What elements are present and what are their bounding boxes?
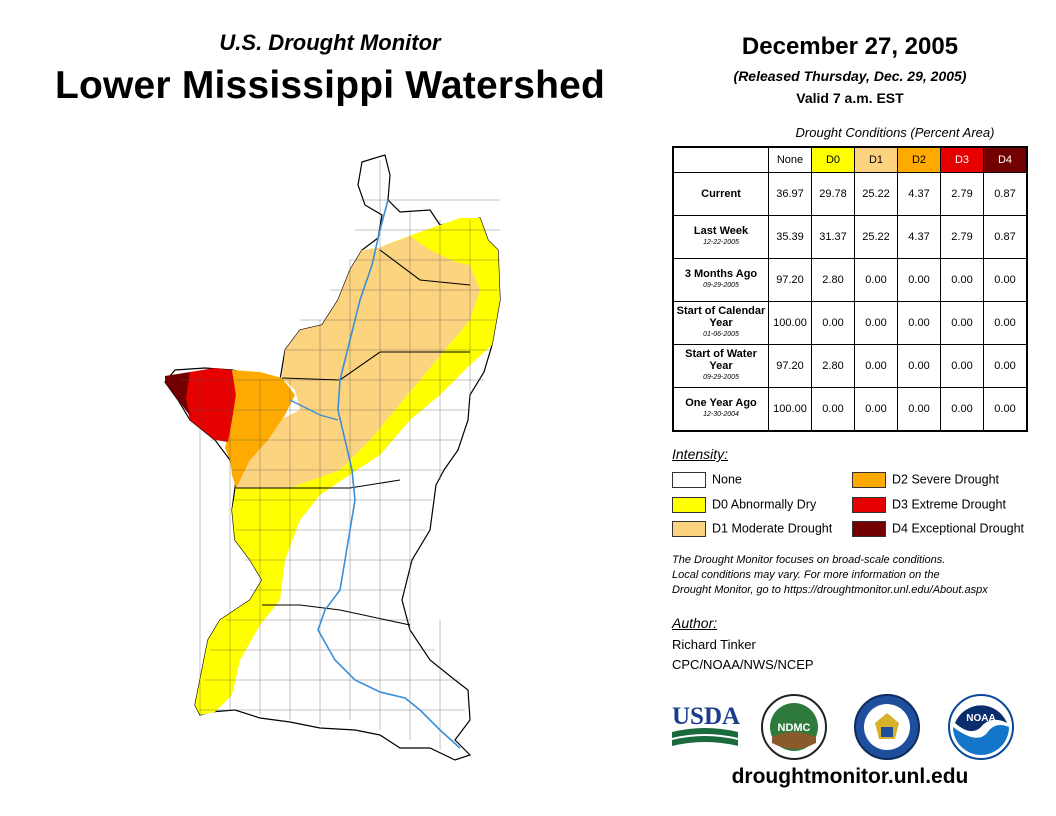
- legend-item-d2: D2 Severe Drought: [852, 471, 999, 488]
- table-cell: 2.79: [940, 172, 984, 216]
- table-cell: 2.79: [940, 215, 984, 259]
- table-cell: 36.97: [768, 172, 812, 216]
- table-row: Last Week 12-22-2005 35.39 31.37 25.22 4.…: [672, 215, 1028, 259]
- table-cell: 97.20: [768, 344, 812, 388]
- table-cell: 31.37: [811, 215, 855, 259]
- row-date: 12-30-2004: [703, 411, 739, 418]
- table-cell: 25.22: [854, 172, 898, 216]
- row-date: 12-22-2005: [703, 239, 739, 246]
- d3-area: [185, 368, 236, 442]
- row-date: 09-29-2005: [703, 374, 739, 381]
- col-header-d1: D1: [854, 146, 898, 173]
- table-cell: 0.00: [854, 387, 898, 432]
- table-cell: 35.39: [768, 215, 812, 259]
- row-date: 09-29-2005: [703, 282, 739, 289]
- mississippi-river: [317, 199, 461, 749]
- commerce-seal-logo: [854, 694, 920, 760]
- table-cell: 2.80: [811, 344, 855, 388]
- row-label: 3 Months Ago 09-29-2005: [672, 258, 769, 302]
- website-url[interactable]: droughtmonitor.unl.edu: [731, 765, 969, 788]
- table-cell: 4.37: [897, 172, 941, 216]
- table-cell: 0.00: [897, 301, 941, 345]
- legend-swatch: [852, 496, 886, 513]
- table-cell: 25.22: [854, 215, 898, 259]
- table-cell: 0.00: [811, 301, 855, 345]
- drought-conditions-table: None D0 D1 D2 D3 D4 Current 36.97 29.78 …: [672, 146, 1028, 432]
- table-cell: 0.00: [983, 344, 1028, 388]
- svg-text:NOAA: NOAA: [966, 713, 995, 724]
- row-date: 01-06-2005: [703, 331, 739, 338]
- table-cell: 0.00: [940, 258, 984, 302]
- col-header-d4: D4: [983, 146, 1028, 173]
- table-row: Start of Calendar Year 01-06-2005 100.00 …: [672, 301, 1028, 345]
- col-header-d2: D2: [897, 146, 941, 173]
- table-cell: 0.00: [854, 344, 898, 388]
- table-caption: Drought Conditions (Percent Area): [795, 125, 995, 140]
- row-label: One Year Ago 12-30-2004: [672, 387, 769, 432]
- author-org: CPC/NOAA/NWS/NCEP: [672, 657, 814, 672]
- table-cell: 0.00: [940, 301, 984, 345]
- map-subtitle: U.S. Drought Monitor: [219, 30, 441, 55]
- red-river: [289, 399, 339, 421]
- table-cell: 0.00: [983, 387, 1028, 432]
- legend-swatch: [672, 520, 706, 537]
- author-heading: Author:: [672, 615, 718, 631]
- release-date: (Released Thursday, Dec. 29, 2005): [733, 68, 967, 84]
- table-cell: 0.00: [854, 258, 898, 302]
- ndmc-logo: NDMC: [761, 694, 827, 760]
- legend-heading: Intensity:: [672, 446, 729, 462]
- legend-item-d4: D4 Exceptional Drought: [852, 520, 1024, 537]
- table-cell: 0.00: [854, 301, 898, 345]
- table-cell: 97.20: [768, 258, 812, 302]
- usda-logo: USDA: [672, 703, 740, 746]
- drought-map: [164, 154, 501, 761]
- table-cell: 100.00: [768, 301, 812, 345]
- legend-item-d1: D1 Moderate Drought: [672, 520, 832, 537]
- d4-area: [165, 372, 190, 416]
- row-label: Start of Calendar Year 01-06-2005: [672, 301, 769, 345]
- row-label: Current: [672, 172, 769, 216]
- table-cell: 4.37: [897, 215, 941, 259]
- row-label: Last Week 12-22-2005: [672, 215, 769, 259]
- d0-area: [195, 218, 500, 715]
- legend-swatch: [672, 471, 706, 488]
- table-cell: 0.00: [983, 301, 1028, 345]
- legend-item-none: None: [672, 471, 742, 488]
- svg-text:USDA: USDA: [672, 703, 740, 730]
- table-cell: 0.00: [811, 387, 855, 432]
- table-row: One Year Ago 12-30-2004 100.00 0.00 0.00 …: [672, 387, 1028, 432]
- col-header-none: None: [768, 146, 812, 173]
- table-cell: 0.00: [897, 344, 941, 388]
- legend-swatch: [852, 520, 886, 537]
- col-header-d3: D3: [940, 146, 984, 173]
- valid-time: Valid 7 a.m. EST: [796, 90, 904, 106]
- legend-swatch: [672, 496, 706, 513]
- table-row: 3 Months Ago 09-29-2005 97.20 2.80 0.00 0…: [672, 258, 1028, 302]
- table-cell: 0.00: [940, 387, 984, 432]
- table-cell: 0.00: [940, 344, 984, 388]
- table-cell: 0.00: [897, 387, 941, 432]
- table-cell: 0.00: [897, 258, 941, 302]
- table-row: Start of Water Year 09-29-2005 97.20 2.80…: [672, 344, 1028, 388]
- table-row: Current 36.97 29.78 25.22 4.37 2.79 0.87: [672, 172, 1028, 216]
- state-boundaries: [236, 249, 471, 626]
- legend-swatch: [852, 471, 886, 488]
- table-cell: 0.00: [983, 258, 1028, 302]
- valid-date: December 27, 2005: [741, 33, 959, 60]
- col-header-d0: D0: [811, 146, 855, 173]
- table-cell: 2.80: [811, 258, 855, 302]
- legend-item-d0: D0 Abnormally Dry: [672, 496, 816, 513]
- table-cell: 0.87: [983, 172, 1028, 216]
- table-cell: 0.87: [983, 215, 1028, 259]
- table-cell: 100.00: [768, 387, 812, 432]
- legend-item-d3: D3 Extreme Drought: [852, 496, 1006, 513]
- map-title: Lower Mississippi Watershed: [54, 64, 606, 107]
- disclaimer-note: The Drought Monitor focuses on broad-sca…: [672, 554, 988, 596]
- svg-text:NDMC: NDMC: [778, 722, 811, 734]
- noaa-logo: NOAA: [948, 694, 1014, 760]
- author-name: Richard Tinker: [672, 637, 756, 652]
- table-cell: 29.78: [811, 172, 855, 216]
- d1-area: [236, 236, 480, 488]
- row-label: Start of Water Year 09-29-2005: [672, 344, 769, 388]
